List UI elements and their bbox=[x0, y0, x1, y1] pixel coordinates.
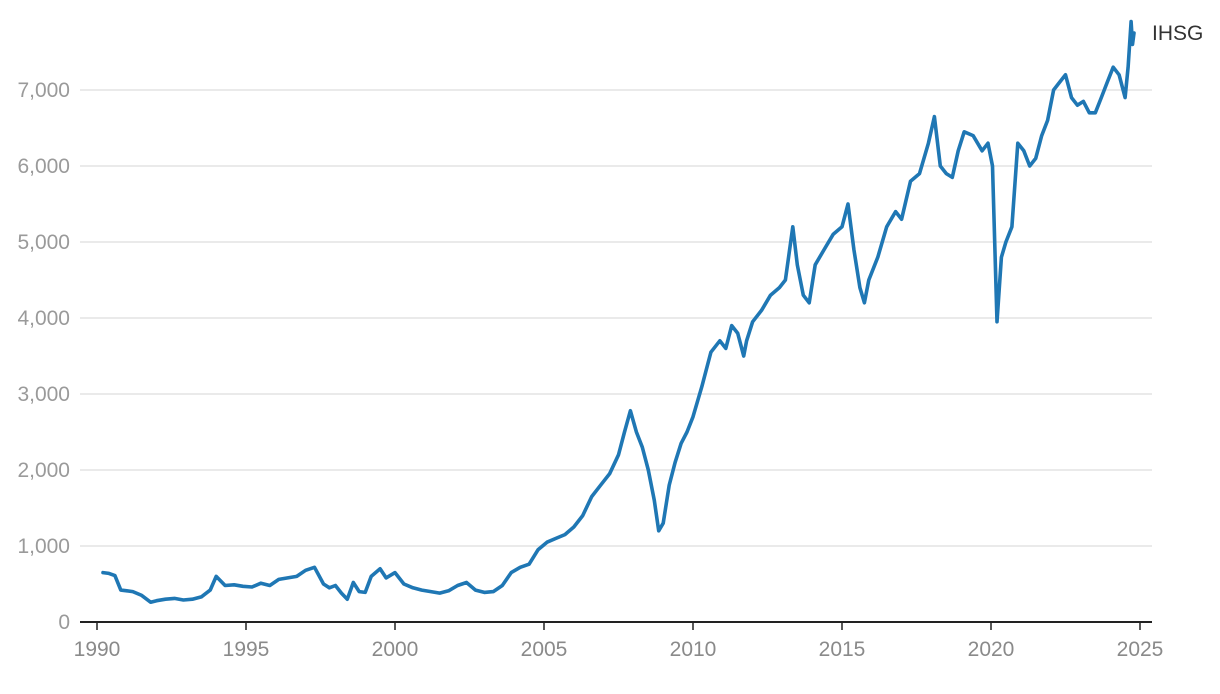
x-tick-label: 2005 bbox=[521, 638, 568, 661]
y-axis-tick-labels: 0 1,000 2,000 3,000 4,000 5,000 6,000 7,000 bbox=[17, 79, 70, 634]
x-tick-label: 1995 bbox=[223, 638, 270, 661]
series-label-ihsg: IHSG bbox=[1152, 22, 1203, 45]
x-tick-label: 2020 bbox=[968, 638, 1015, 661]
x-axis-tick-labels: 1990 1995 2000 2005 2010 2015 2020 2025 bbox=[74, 622, 1164, 661]
y-tick-label: 7,000 bbox=[17, 79, 70, 102]
series-line-ihsg bbox=[101, 19, 1136, 604]
y-tick-label: 3,000 bbox=[17, 383, 70, 406]
x-tick-label: 2010 bbox=[670, 638, 717, 661]
y-tick-label: 6,000 bbox=[17, 155, 70, 178]
x-tick-label: 2000 bbox=[372, 638, 419, 661]
series-layer bbox=[101, 19, 1136, 604]
x-tick-label: 1990 bbox=[74, 638, 121, 661]
grid-lines bbox=[80, 89, 1152, 547]
y-tick-label: 5,000 bbox=[17, 231, 70, 254]
y-tick-label: 1,000 bbox=[17, 535, 70, 558]
x-tick-label: 2025 bbox=[1117, 638, 1164, 661]
y-tick-label: 2,000 bbox=[17, 459, 70, 482]
y-tick-label: 0 bbox=[58, 611, 70, 634]
y-tick-label: 4,000 bbox=[17, 307, 70, 330]
x-tick-label: 2015 bbox=[819, 638, 866, 661]
